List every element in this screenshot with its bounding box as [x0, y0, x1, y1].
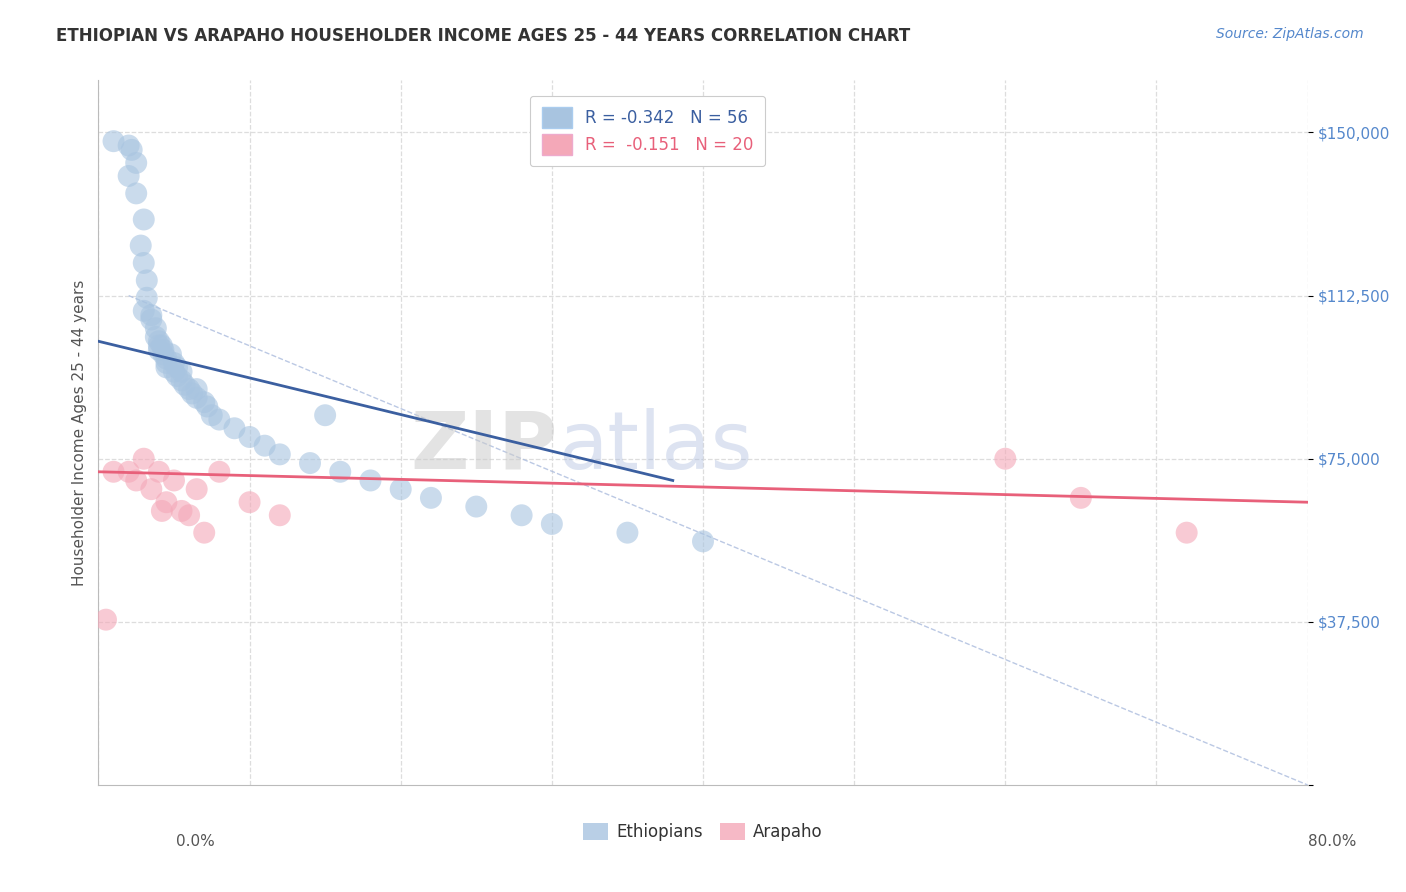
Point — [148, 334, 170, 349]
Point — [118, 169, 141, 183]
Point — [118, 465, 141, 479]
Point — [179, 382, 201, 396]
Legend: R = -0.342   N = 56, R =  -0.151   N = 20: R = -0.342 N = 56, R = -0.151 N = 20 — [530, 95, 765, 166]
Point — [208, 465, 231, 479]
Point — [150, 338, 173, 352]
Point — [465, 500, 488, 514]
Point — [152, 347, 174, 361]
Point — [150, 504, 173, 518]
Point — [145, 330, 167, 344]
Point — [166, 360, 188, 375]
Point — [208, 412, 231, 426]
Point — [118, 138, 141, 153]
Point — [132, 451, 155, 466]
Point — [1070, 491, 1092, 505]
Point — [125, 156, 148, 170]
Text: 0.0%: 0.0% — [176, 834, 215, 849]
Point — [389, 482, 412, 496]
Point — [1175, 525, 1198, 540]
Point — [155, 495, 177, 509]
Point — [239, 495, 262, 509]
Point — [540, 516, 562, 531]
Point — [186, 382, 208, 396]
Point — [170, 373, 193, 387]
Point — [170, 365, 193, 379]
Text: Source: ZipAtlas.com: Source: ZipAtlas.com — [1216, 27, 1364, 41]
Point — [170, 504, 193, 518]
Point — [616, 525, 638, 540]
Point — [141, 308, 163, 322]
Point — [239, 430, 262, 444]
Point — [155, 360, 177, 375]
Point — [299, 456, 322, 470]
Point — [269, 447, 291, 461]
Point — [135, 273, 157, 287]
Point — [155, 351, 177, 366]
Point — [132, 303, 155, 318]
Point — [132, 256, 155, 270]
Point — [186, 391, 208, 405]
Text: ZIP: ZIP — [411, 408, 558, 486]
Point — [193, 525, 215, 540]
Point — [420, 491, 443, 505]
Point — [160, 347, 183, 361]
Point — [314, 408, 336, 422]
Point — [155, 356, 177, 370]
Point — [125, 474, 148, 488]
Point — [121, 143, 143, 157]
Y-axis label: Householder Income Ages 25 - 44 years: Householder Income Ages 25 - 44 years — [72, 279, 87, 586]
Text: 80.0%: 80.0% — [1309, 834, 1357, 849]
Point — [329, 465, 352, 479]
Point — [94, 613, 117, 627]
Point — [141, 312, 163, 326]
Point — [224, 421, 246, 435]
Point — [181, 386, 204, 401]
Legend: Ethiopians, Arapaho: Ethiopians, Arapaho — [576, 816, 830, 848]
Point — [360, 474, 382, 488]
Point — [163, 474, 186, 488]
Point — [166, 369, 188, 384]
Point — [148, 338, 170, 352]
Point — [692, 534, 714, 549]
Point — [145, 321, 167, 335]
Point — [148, 465, 170, 479]
Point — [141, 482, 163, 496]
Point — [103, 465, 125, 479]
Point — [163, 365, 186, 379]
Text: ETHIOPIAN VS ARAPAHO HOUSEHOLDER INCOME AGES 25 - 44 YEARS CORRELATION CHART: ETHIOPIAN VS ARAPAHO HOUSEHOLDER INCOME … — [56, 27, 911, 45]
Point — [195, 400, 218, 414]
Point — [510, 508, 533, 523]
Point — [173, 377, 195, 392]
Point — [994, 451, 1017, 466]
Point — [129, 238, 152, 252]
Text: atlas: atlas — [558, 408, 752, 486]
Point — [253, 439, 276, 453]
Point — [103, 134, 125, 148]
Point — [179, 508, 201, 523]
Point — [193, 395, 215, 409]
Point — [186, 482, 208, 496]
Point — [132, 212, 155, 227]
Point — [148, 343, 170, 357]
Point — [201, 408, 224, 422]
Point — [125, 186, 148, 201]
Point — [269, 508, 291, 523]
Point — [163, 356, 186, 370]
Point — [152, 343, 174, 357]
Point — [135, 291, 157, 305]
